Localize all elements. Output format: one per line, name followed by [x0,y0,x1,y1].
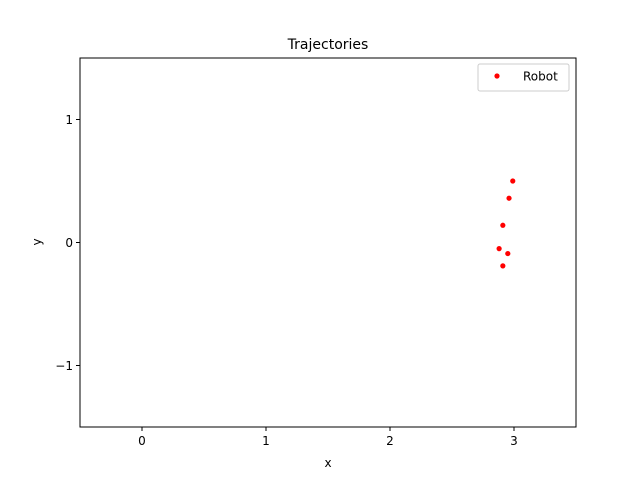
robot-point [500,222,506,228]
x-tick-label: 0 [138,434,146,448]
y-tick-label: 1 [65,113,73,127]
robot-point [506,195,512,201]
x-tick-label: 1 [262,434,270,448]
y-tick-label: 0 [65,236,73,250]
x-axis-label: x [324,456,331,470]
data-points [496,178,516,269]
x-tick-label: 3 [510,434,518,448]
legend-label-robot: Robot [523,70,558,84]
plot-frame [79,57,577,428]
robot-point [505,250,511,257]
robot-point [500,263,506,269]
robot-point [510,178,516,184]
x-axis-ticks: 0 1 2 3 [138,427,518,448]
legend-marker-robot [494,73,500,79]
y-tick-label: −1 [55,359,73,373]
robot-point [496,246,502,252]
y-axis-ticks: −1 0 1 [55,113,80,373]
legend: Robot [477,63,570,92]
y-axis-label: y [30,238,44,245]
x-tick-label: 2 [386,434,394,448]
legend-box [477,63,570,92]
chart-title: Trajectories [287,37,369,53]
